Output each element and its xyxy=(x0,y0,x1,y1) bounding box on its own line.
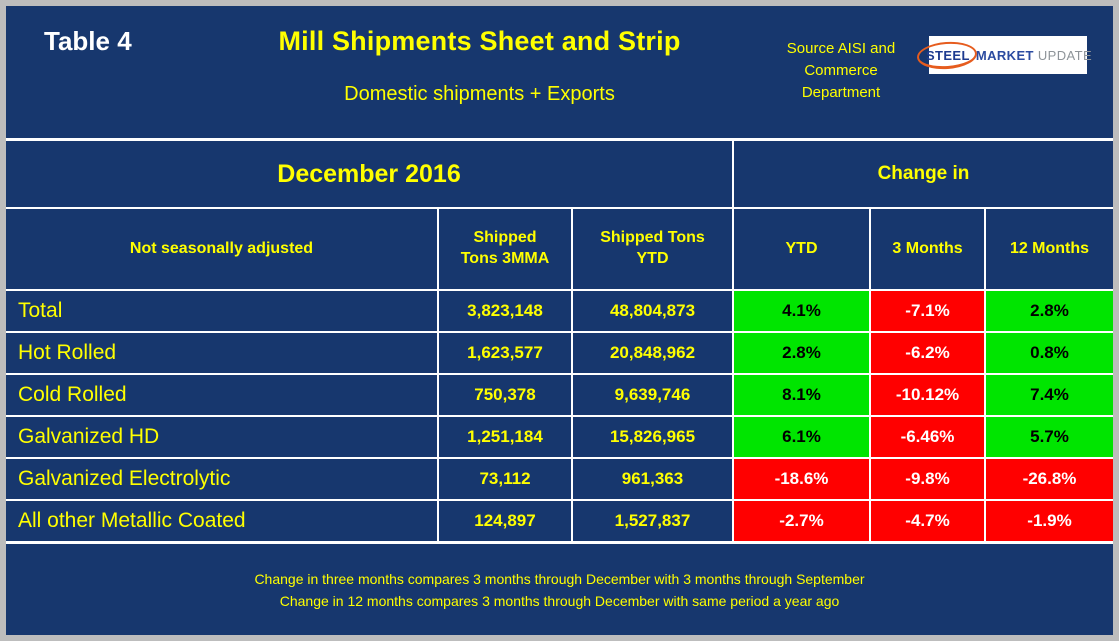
three-months-change-cell: -10.12% xyxy=(871,375,984,415)
col-header-3-months: 3 Months xyxy=(871,209,984,289)
logo-word-market: MARKET xyxy=(975,47,1034,63)
twelve-months-change-cell: 5.7% xyxy=(986,417,1113,457)
source-note: Source AISI and Commerce Department xyxy=(786,40,896,101)
tons-3mma-cell: 73,112 xyxy=(439,459,571,499)
three-months-change-cell: -7.1% xyxy=(871,291,984,331)
tons-3mma-cell: 1,623,577 xyxy=(439,333,571,373)
ytd-change-cell: 4.1% xyxy=(734,291,869,331)
tons-ytd-cell: 48,804,873 xyxy=(573,291,732,331)
change-in-header: Change in xyxy=(734,141,1113,207)
footnote-line-1: Change in three months compares 3 months… xyxy=(254,570,865,587)
twelve-months-change-cell: 0.8% xyxy=(986,333,1113,373)
page-subtitle: Domestic shipments + Exports xyxy=(344,83,615,105)
row-label: Cold Rolled xyxy=(6,375,437,415)
logo-word-steel: STEEL xyxy=(925,47,970,63)
page-title: Mill Shipments Sheet and Strip xyxy=(278,26,681,56)
twelve-months-change-cell: -1.9% xyxy=(986,501,1113,541)
tons-3mma-cell: 750,378 xyxy=(439,375,571,415)
ytd-change-cell: 6.1% xyxy=(734,417,869,457)
tons-3mma-cell: 3,823,148 xyxy=(439,291,571,331)
steel-market-update-logo: STEEL MARKET UPDATE xyxy=(916,36,1092,74)
row-label: Galvanized HD xyxy=(6,417,437,457)
row-label: All other Metallic Coated xyxy=(6,501,437,541)
period-header: December 2016 xyxy=(6,141,732,207)
col-header-12-months: 12 Months xyxy=(986,209,1113,289)
ytd-change-cell: -2.7% xyxy=(734,501,869,541)
col-header-tons-ytd: Shipped Tons YTD xyxy=(573,209,732,289)
tons-ytd-cell: 9,639,746 xyxy=(573,375,732,415)
col-header-ytd: YTD xyxy=(734,209,869,289)
title-block: Mill Shipments Sheet and Strip Domestic … xyxy=(194,26,775,106)
ytd-change-cell: 2.8% xyxy=(734,333,869,373)
tons-3mma-cell: 1,251,184 xyxy=(439,417,571,457)
logo-word-update: UPDATE xyxy=(1037,47,1093,63)
tons-ytd-cell: 961,363 xyxy=(573,459,732,499)
three-months-change-cell: -6.2% xyxy=(871,333,984,373)
ytd-change-cell: 8.1% xyxy=(734,375,869,415)
tons-ytd-cell: 20,848,962 xyxy=(573,333,732,373)
three-months-change-cell: -6.46% xyxy=(871,417,984,457)
twelve-months-change-cell: -26.8% xyxy=(986,459,1113,499)
three-months-change-cell: -9.8% xyxy=(871,459,984,499)
row-label: Total xyxy=(6,291,437,331)
shipments-table: December 2016 Change in Not seasonally a… xyxy=(6,138,1113,544)
tons-3mma-cell: 124,897 xyxy=(439,501,571,541)
footnote-line-2: Change in 12 months compares 3 months th… xyxy=(279,592,840,609)
ytd-change-cell: -18.6% xyxy=(734,459,869,499)
twelve-months-change-cell: 7.4% xyxy=(986,375,1113,415)
tons-ytd-cell: 15,826,965 xyxy=(573,417,732,457)
footnotes: Change in three months compares 3 months… xyxy=(6,544,1113,635)
table-label: Table 4 xyxy=(44,26,132,56)
row-label: Hot Rolled xyxy=(6,333,437,373)
slide: Table 4 Mill Shipments Sheet and Strip D… xyxy=(6,6,1113,635)
tons-ytd-cell: 1,527,837 xyxy=(573,501,732,541)
col-header-tons-3mma: Shipped Tons 3MMA xyxy=(439,209,571,289)
row-label: Galvanized Electrolytic xyxy=(6,459,437,499)
header: Table 4 Mill Shipments Sheet and Strip D… xyxy=(6,6,1113,138)
logo-steel-wrap: STEEL xyxy=(916,39,978,71)
col-header-label: Not seasonally adjusted xyxy=(6,209,437,289)
three-months-change-cell: -4.7% xyxy=(871,501,984,541)
twelve-months-change-cell: 2.8% xyxy=(986,291,1113,331)
